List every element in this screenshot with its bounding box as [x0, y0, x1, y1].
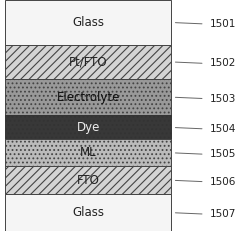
Text: 1505: 1505 [210, 149, 236, 159]
Text: ML: ML [80, 146, 96, 159]
Bar [5, 194, 172, 231]
Bar [5, 116, 172, 140]
Text: FTO: FTO [77, 174, 100, 187]
Text: 1504: 1504 [210, 124, 236, 134]
Text: 1507: 1507 [210, 209, 236, 219]
Bar [5, 0, 172, 45]
Text: 1502: 1502 [210, 58, 236, 68]
Text: 1501: 1501 [210, 19, 236, 29]
Text: Glass: Glass [72, 206, 104, 219]
Bar [5, 79, 172, 116]
Bar [5, 166, 172, 194]
Text: 1506: 1506 [210, 177, 236, 187]
Text: Dye: Dye [76, 121, 100, 134]
Text: Pt/FTO: Pt/FTO [69, 55, 108, 68]
Text: Glass: Glass [72, 16, 104, 29]
Text: 1503: 1503 [210, 94, 236, 103]
Bar [5, 140, 172, 166]
Bar [5, 45, 172, 79]
Text: Electrolyte: Electrolyte [56, 91, 120, 104]
